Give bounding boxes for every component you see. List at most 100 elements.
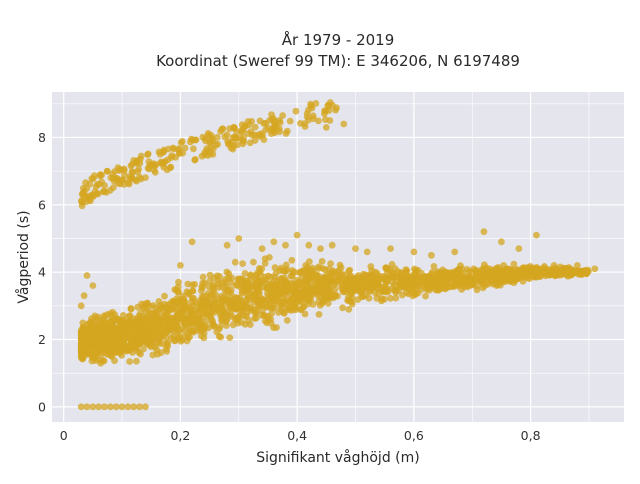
scatter-point xyxy=(347,272,355,280)
scatter-point xyxy=(166,164,174,172)
scatter-point xyxy=(250,258,257,266)
scatter-point xyxy=(83,272,91,279)
scatter-point xyxy=(321,107,328,115)
scatter-point xyxy=(249,292,256,300)
scatter-point xyxy=(504,276,512,284)
scatter-point xyxy=(223,241,231,249)
scatter-point xyxy=(211,301,219,309)
scatter-point xyxy=(299,268,307,276)
scatter-point xyxy=(77,403,85,411)
scatter-point xyxy=(327,293,334,301)
scatter-point xyxy=(181,319,189,327)
scatter-point xyxy=(214,140,222,148)
scatter-point xyxy=(297,306,305,314)
scatter-point xyxy=(333,271,341,279)
scatter-point xyxy=(258,245,266,253)
scatter-point xyxy=(283,265,291,273)
scatter-point xyxy=(437,270,445,277)
scatter-point xyxy=(271,273,279,281)
scatter-point xyxy=(101,342,109,350)
scatter-point xyxy=(573,267,581,275)
scatter-point xyxy=(209,151,217,158)
y-tick-label: 2 xyxy=(38,332,46,347)
scatter-point xyxy=(97,359,105,367)
scatter-point xyxy=(215,332,223,340)
scatter-point xyxy=(151,169,159,176)
scatter-point xyxy=(154,319,162,327)
scatter-point xyxy=(518,267,526,274)
x-tick-labels: 0 0,2 0,4 0,6 0,8 xyxy=(60,428,541,443)
scatter-point xyxy=(430,277,438,285)
scatter-point xyxy=(327,260,334,267)
scatter-point xyxy=(494,281,501,288)
scatter-point xyxy=(126,312,134,319)
scatter-point xyxy=(171,327,178,335)
scatter-point xyxy=(315,311,323,318)
scatter-point xyxy=(98,319,106,327)
scatter-point xyxy=(182,326,189,334)
scatter-point xyxy=(363,248,371,256)
scatter-point xyxy=(510,260,518,268)
scatter-point xyxy=(348,294,356,301)
scatter-point xyxy=(443,272,451,280)
scatter-point xyxy=(241,270,249,277)
scatter-point xyxy=(92,314,100,322)
scatter-point xyxy=(112,403,120,411)
scatter-point xyxy=(151,326,159,334)
scatter-point xyxy=(329,277,336,285)
scatter-point xyxy=(125,180,133,188)
scatter-point xyxy=(406,285,414,292)
scatter-point xyxy=(184,280,192,288)
scatter-point xyxy=(505,266,513,273)
scatter-point xyxy=(131,330,139,338)
scatter-point xyxy=(317,245,324,253)
scatter-point xyxy=(247,271,255,279)
scatter-point xyxy=(241,320,249,328)
x-tick-label: 0 xyxy=(60,428,68,443)
scatter-point xyxy=(371,268,379,276)
scatter-point xyxy=(312,100,320,107)
scatter-point xyxy=(221,133,229,141)
scatter-point xyxy=(277,303,285,311)
scatter-point xyxy=(107,335,115,343)
scatter-point xyxy=(246,321,254,328)
y-tick-labels: 0 2 4 6 8 xyxy=(38,130,46,414)
scatter-point xyxy=(141,316,149,324)
scatter-point xyxy=(251,123,259,131)
scatter-point xyxy=(480,261,488,269)
scatter-point xyxy=(196,314,203,321)
chart-title: År 1979 - 2019 xyxy=(282,30,395,49)
scatter-point xyxy=(127,305,135,313)
scatter-point xyxy=(105,347,113,355)
scatter-point xyxy=(137,175,145,183)
scatter-point xyxy=(415,279,423,286)
scatter-point xyxy=(222,282,230,290)
scatter-point xyxy=(103,188,110,196)
scatter-point xyxy=(95,403,103,411)
scatter-point xyxy=(217,297,225,305)
scatter-point xyxy=(264,312,272,320)
y-axis-title: Vågperiod (s) xyxy=(15,210,32,303)
scatter-point xyxy=(119,312,127,319)
scatter-point xyxy=(151,309,159,317)
scatter-point xyxy=(228,312,236,320)
x-tick-label: 0,6 xyxy=(404,428,424,443)
scatter-point xyxy=(292,107,300,115)
scatter-point xyxy=(80,292,88,300)
scatter-point xyxy=(116,167,123,174)
scatter-point xyxy=(161,292,168,300)
scatter-point xyxy=(84,341,92,348)
scatter-point xyxy=(234,315,242,323)
scatter-point xyxy=(498,238,505,246)
scatter-point xyxy=(146,302,154,310)
scatter-point xyxy=(556,267,564,275)
scatter-point xyxy=(181,332,188,340)
scatter-point xyxy=(83,403,91,411)
scatter-point xyxy=(291,290,299,297)
scatter-point xyxy=(121,335,129,343)
scatter-point xyxy=(252,309,259,317)
scatter-point xyxy=(197,324,205,332)
scatter-point xyxy=(339,304,346,312)
scatter-point xyxy=(225,289,233,297)
